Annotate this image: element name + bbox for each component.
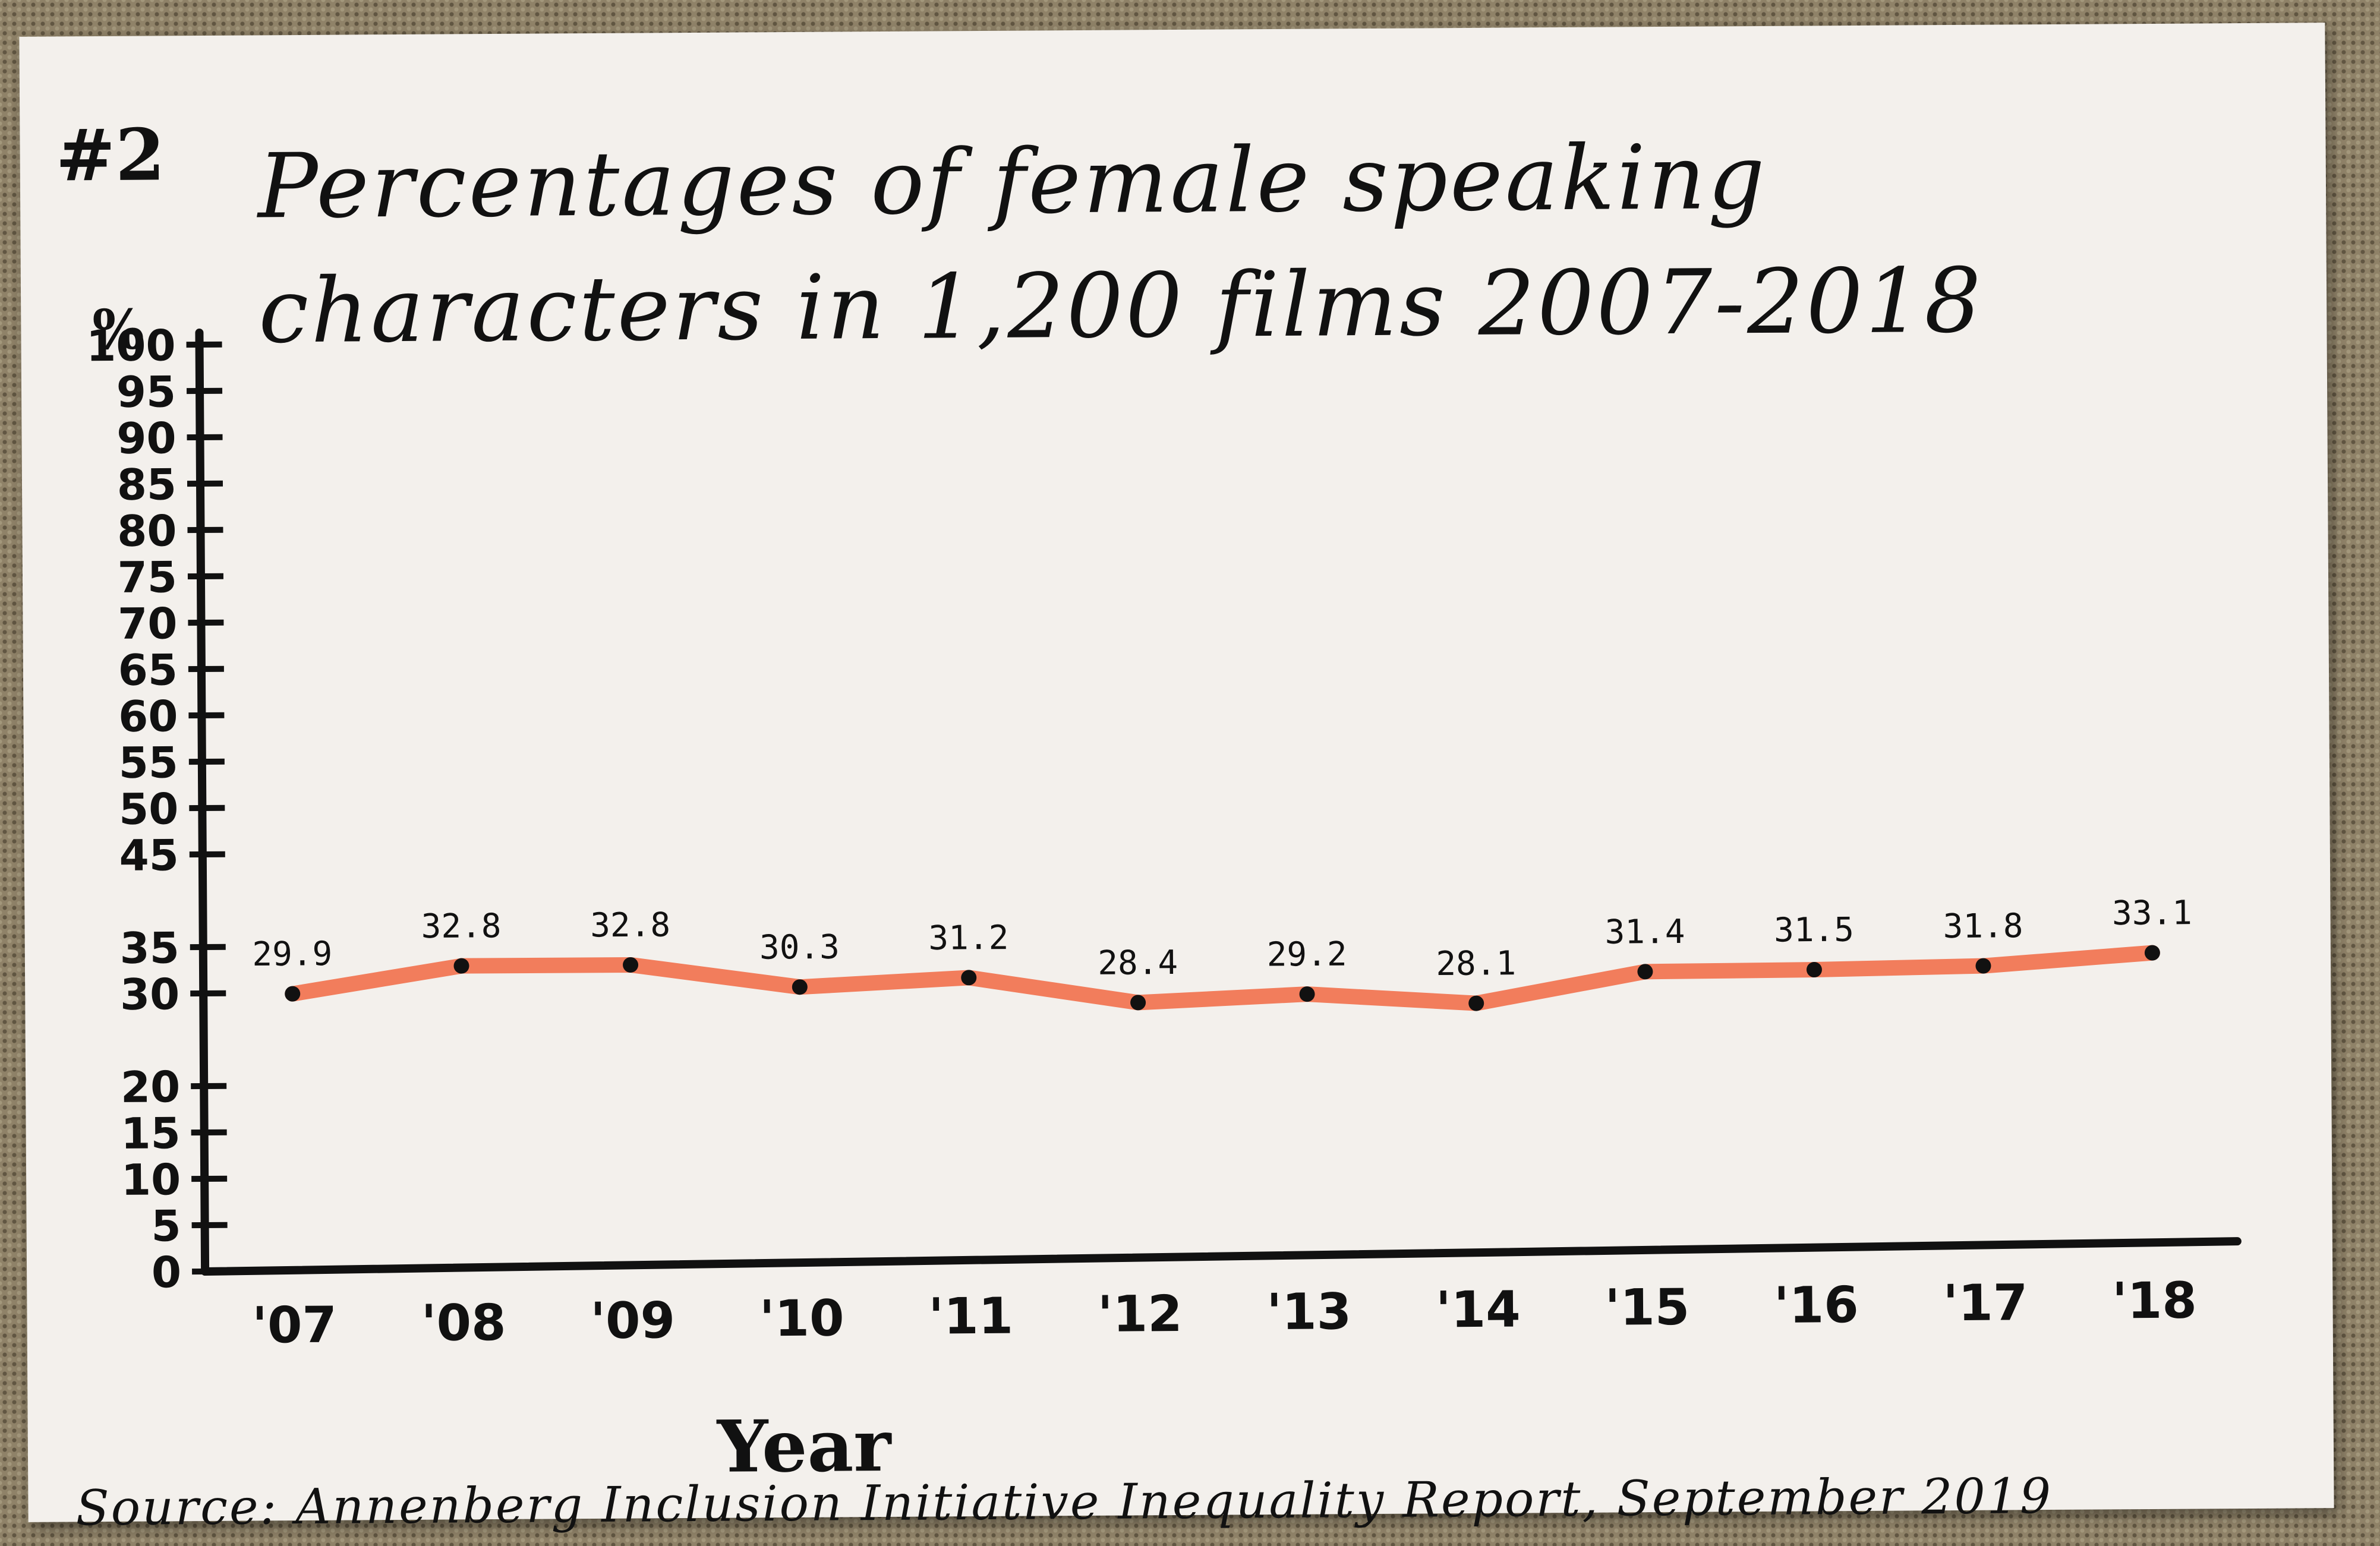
y-tick-label: 35 [119, 923, 179, 973]
x-tick-label: '10 [759, 1289, 844, 1348]
y-tick-label: 30 [120, 969, 180, 1020]
x-axis-line [201, 1237, 2242, 1276]
data-label: 33.1 [2112, 894, 2192, 933]
x-tick-label: '11 [928, 1287, 1013, 1346]
data-label: 29.2 [1267, 935, 1347, 974]
y-axis-line [195, 329, 210, 1276]
y-tick-label: 70 [118, 598, 178, 649]
data-label: 30.3 [759, 928, 840, 967]
data-point [1468, 995, 1484, 1011]
y-tick-label: 75 [118, 552, 178, 602]
x-tick-label: '12 [1098, 1285, 1183, 1343]
y-tick-label: 60 [118, 691, 178, 742]
y-tick-label: 95 [116, 367, 176, 417]
y-tick-label: 0 [152, 1247, 182, 1297]
x-tick-label: '07 [252, 1296, 337, 1355]
x-tick-label: '15 [1604, 1278, 1689, 1337]
data-point [1130, 995, 1146, 1011]
y-tick-label: 45 [119, 830, 179, 881]
data-point [285, 986, 301, 1002]
x-tick-label: '09 [590, 1291, 675, 1350]
data-point [1299, 986, 1315, 1002]
data-point [1637, 964, 1653, 980]
data-label: 32.8 [421, 907, 501, 946]
data-point [2144, 945, 2160, 961]
x-tick-label: '17 [1943, 1273, 2028, 1332]
data-point [623, 957, 639, 973]
data-label: 28.4 [1098, 944, 1178, 983]
data-label: 31.4 [1604, 913, 1685, 952]
x-tick-label: '08 [421, 1293, 506, 1352]
data-label: 29.9 [252, 935, 332, 974]
data-point [1975, 958, 1991, 974]
source-note: Source: Annenberg Inclusion Initiative I… [75, 1468, 2053, 1537]
x-tick-label: '13 [1266, 1282, 1351, 1341]
x-tick-label: '16 [1774, 1276, 1859, 1334]
y-tick-label: 85 [117, 459, 177, 510]
data-point [961, 970, 977, 986]
y-tick-label: 15 [121, 1108, 181, 1159]
data-point [792, 979, 808, 995]
chart-card: #2 Percentages of female speaking charac… [19, 23, 2334, 1536]
series-line [285, 945, 2160, 1011]
y-tick-label: 80 [117, 506, 177, 556]
y-tick-label: 55 [118, 737, 178, 788]
y-tick-label: 90 [116, 413, 176, 463]
data-label: 31.8 [1943, 907, 2023, 946]
x-tick-label: '14 [1436, 1280, 1521, 1339]
y-tick-label: 50 [119, 784, 179, 834]
y-tick-label: 5 [151, 1201, 181, 1251]
data-point [1806, 962, 1822, 978]
data-label: 31.5 [1774, 911, 1854, 950]
data-label: 32.8 [590, 906, 670, 945]
data-label: 28.1 [1436, 944, 1516, 983]
x-tick-label: '18 [2112, 1271, 2197, 1330]
y-tick-label: 100 [86, 320, 176, 371]
data-label: 31.2 [928, 919, 1008, 958]
data-point [453, 958, 469, 974]
y-tick-label: 65 [118, 645, 178, 695]
y-tick-label: 20 [121, 1062, 181, 1112]
y-tick-label: 10 [121, 1154, 181, 1205]
